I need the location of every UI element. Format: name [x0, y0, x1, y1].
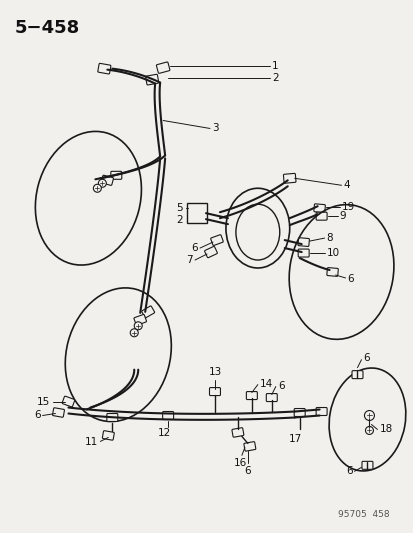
- FancyBboxPatch shape: [111, 171, 121, 179]
- FancyBboxPatch shape: [361, 462, 372, 470]
- Text: 6: 6: [363, 353, 369, 362]
- Text: 17: 17: [288, 434, 301, 445]
- FancyBboxPatch shape: [243, 442, 255, 451]
- Text: 6: 6: [34, 410, 40, 421]
- FancyBboxPatch shape: [266, 393, 277, 401]
- Text: 5: 5: [176, 203, 183, 213]
- Text: 95705  458: 95705 458: [337, 510, 389, 519]
- Text: 12: 12: [157, 429, 170, 439]
- FancyBboxPatch shape: [326, 268, 337, 276]
- FancyBboxPatch shape: [313, 204, 325, 213]
- Text: 6: 6: [244, 466, 251, 477]
- Text: 2: 2: [271, 72, 278, 83]
- FancyBboxPatch shape: [246, 392, 257, 400]
- FancyBboxPatch shape: [134, 314, 146, 325]
- FancyBboxPatch shape: [62, 396, 75, 407]
- FancyBboxPatch shape: [101, 175, 113, 185]
- Text: 13: 13: [208, 367, 221, 377]
- FancyBboxPatch shape: [145, 74, 158, 85]
- Text: 9: 9: [339, 211, 345, 221]
- FancyBboxPatch shape: [102, 431, 114, 440]
- Text: 6: 6: [277, 381, 284, 391]
- Text: 5−458: 5−458: [14, 19, 80, 37]
- Text: 15: 15: [37, 397, 50, 407]
- Text: 19: 19: [341, 202, 354, 212]
- Circle shape: [363, 410, 373, 421]
- FancyBboxPatch shape: [97, 63, 111, 74]
- Text: 18: 18: [378, 424, 392, 434]
- FancyBboxPatch shape: [297, 249, 309, 257]
- FancyBboxPatch shape: [294, 408, 304, 416]
- FancyBboxPatch shape: [156, 62, 169, 74]
- Circle shape: [134, 322, 142, 330]
- Text: 10: 10: [326, 248, 339, 258]
- Text: 7: 7: [186, 255, 192, 265]
- FancyBboxPatch shape: [162, 411, 173, 419]
- Text: 16: 16: [234, 458, 247, 469]
- FancyBboxPatch shape: [283, 173, 295, 183]
- Circle shape: [93, 184, 101, 192]
- FancyBboxPatch shape: [52, 408, 64, 417]
- Text: 14: 14: [259, 378, 273, 389]
- Text: 2: 2: [176, 215, 183, 225]
- FancyBboxPatch shape: [210, 235, 223, 246]
- FancyBboxPatch shape: [316, 408, 326, 416]
- FancyBboxPatch shape: [187, 203, 206, 223]
- Text: 6: 6: [347, 274, 353, 284]
- Text: 4: 4: [343, 180, 349, 190]
- FancyBboxPatch shape: [316, 212, 326, 220]
- FancyBboxPatch shape: [297, 238, 309, 246]
- FancyBboxPatch shape: [141, 306, 154, 318]
- FancyBboxPatch shape: [351, 370, 362, 378]
- Text: 3: 3: [211, 124, 218, 133]
- FancyBboxPatch shape: [204, 246, 217, 257]
- FancyBboxPatch shape: [107, 414, 118, 422]
- Text: 11: 11: [85, 438, 98, 447]
- Text: 1: 1: [271, 61, 278, 71]
- Text: 8: 8: [326, 233, 332, 243]
- Text: 6: 6: [191, 243, 197, 253]
- Circle shape: [130, 329, 138, 337]
- Circle shape: [365, 426, 373, 434]
- Text: 6: 6: [345, 466, 351, 477]
- FancyBboxPatch shape: [231, 427, 243, 437]
- Circle shape: [98, 179, 106, 187]
- FancyBboxPatch shape: [209, 387, 220, 395]
